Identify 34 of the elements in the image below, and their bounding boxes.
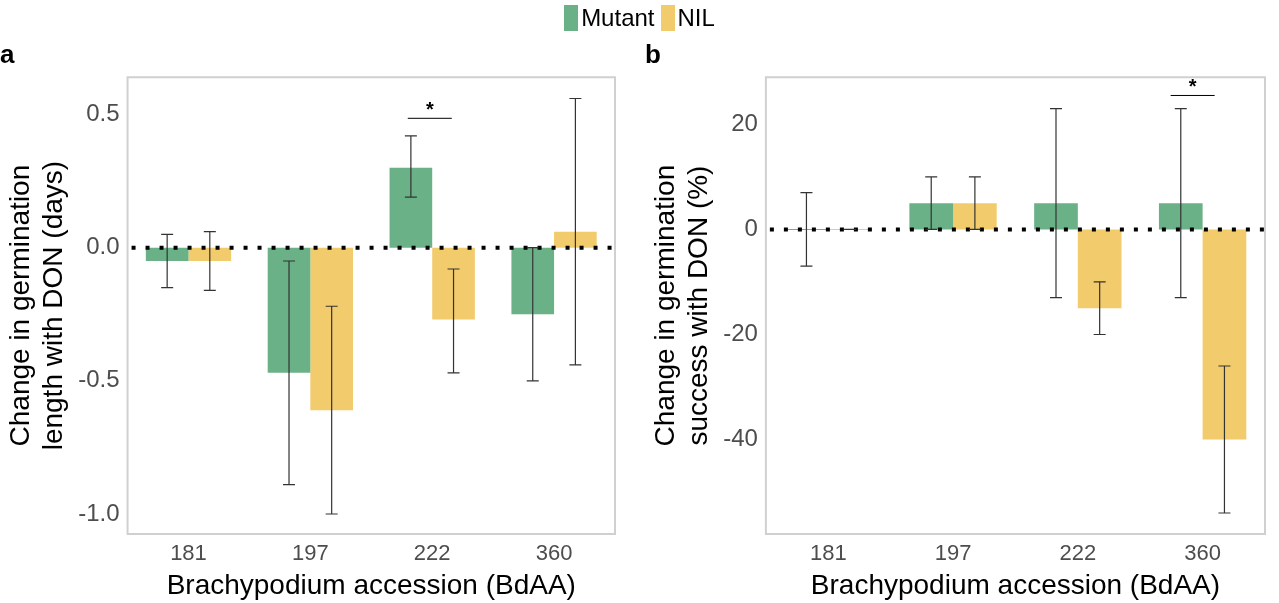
chart-title: b	[645, 38, 661, 69]
y-tick-label: 0.0	[86, 232, 120, 260]
annotation: *	[425, 97, 434, 120]
y-tick-label: -40	[723, 424, 758, 452]
x-tick-label: 197	[934, 540, 972, 566]
y-axis-title: Change in germination success with DON (%)	[648, 164, 714, 447]
bar	[389, 167, 433, 248]
x-axis-title: Brachypodium accession (BdAA)	[810, 568, 1221, 600]
x-tick-label: 197	[291, 540, 329, 566]
bar	[267, 247, 311, 373]
legend-label: NIL	[677, 4, 715, 32]
y-tick-label: 20	[731, 109, 758, 137]
bar	[145, 247, 189, 261]
bar	[554, 231, 597, 248]
x-tick-label: 222	[413, 540, 451, 566]
y-axis-title: Change in germination length with DON (days)	[3, 160, 69, 451]
bar	[511, 247, 555, 315]
y-tick-label: -20	[723, 319, 758, 347]
y-tick-label: 0	[744, 214, 758, 242]
bar	[188, 247, 232, 261]
bar	[432, 247, 475, 320]
x-tick-label: 181	[809, 540, 847, 566]
x-tick-label: 181	[170, 540, 207, 566]
y-tick-label: 0.5	[86, 99, 120, 127]
x-tick-label: 222	[1059, 540, 1097, 566]
bar	[310, 247, 353, 411]
y-tick-label: -1.0	[78, 498, 120, 526]
x-axis-title: Brachypodium accession (BdAA)	[166, 568, 576, 600]
annotation: *	[1188, 74, 1197, 97]
x-tick-label: 360	[1184, 540, 1221, 566]
y-tick-label: -0.5	[78, 365, 120, 393]
legend-label: Mutant	[581, 4, 655, 32]
chart-title: a	[0, 38, 15, 69]
x-tick-label: 360	[535, 540, 573, 566]
